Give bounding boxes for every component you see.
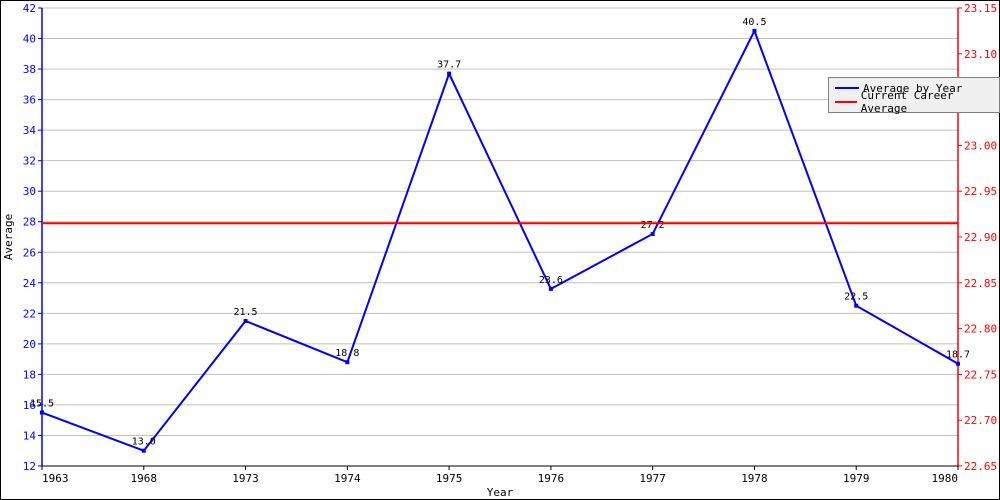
svg-text:1979: 1979 — [843, 472, 870, 485]
svg-text:22.95: 22.95 — [964, 185, 997, 198]
svg-text:24: 24 — [23, 277, 37, 290]
svg-text:18.8: 18.8 — [335, 348, 359, 359]
svg-text:22: 22 — [23, 307, 36, 320]
svg-text:22.90: 22.90 — [964, 231, 997, 244]
chart-container: 1214161820222426283032343638404222.6522.… — [0, 0, 1000, 500]
svg-text:14: 14 — [23, 429, 37, 442]
svg-text:21.5: 21.5 — [234, 307, 258, 318]
svg-text:20: 20 — [23, 338, 36, 351]
svg-text:40.5: 40.5 — [742, 17, 766, 28]
svg-text:22.5: 22.5 — [844, 292, 868, 303]
svg-text:Year: Year — [487, 486, 514, 499]
svg-text:34: 34 — [23, 124, 37, 137]
line-chart: 1214161820222426283032343638404222.6522.… — [0, 0, 1000, 500]
svg-text:23.15: 23.15 — [964, 2, 997, 15]
svg-text:18.7: 18.7 — [946, 350, 970, 361]
svg-text:1976: 1976 — [538, 472, 565, 485]
svg-text:28: 28 — [23, 216, 36, 229]
svg-text:23.00: 23.00 — [964, 139, 997, 152]
svg-text:36: 36 — [23, 94, 36, 107]
svg-text:37.7: 37.7 — [437, 60, 461, 71]
svg-text:23.6: 23.6 — [539, 275, 563, 286]
svg-text:40: 40 — [23, 33, 36, 46]
svg-text:30: 30 — [23, 185, 36, 198]
svg-text:1968: 1968 — [131, 472, 158, 485]
svg-text:22.80: 22.80 — [964, 323, 997, 336]
svg-text:1974: 1974 — [334, 472, 361, 485]
legend-color-swatch — [835, 101, 857, 103]
svg-text:1977: 1977 — [639, 472, 666, 485]
svg-text:23.10: 23.10 — [964, 48, 997, 61]
svg-text:1963: 1963 — [42, 472, 69, 485]
svg-text:Average: Average — [2, 214, 15, 260]
svg-text:1978: 1978 — [741, 472, 768, 485]
svg-text:26: 26 — [23, 246, 36, 259]
svg-text:1980: 1980 — [932, 472, 959, 485]
legend-color-swatch — [835, 87, 859, 89]
svg-text:27.2: 27.2 — [641, 220, 665, 231]
svg-text:15.5: 15.5 — [30, 399, 54, 410]
svg-text:22.85: 22.85 — [964, 277, 997, 290]
legend: Average by YearCurrent Career Average — [828, 77, 1000, 113]
svg-text:32: 32 — [23, 155, 36, 168]
svg-text:42: 42 — [23, 2, 36, 15]
svg-text:1975: 1975 — [436, 472, 463, 485]
svg-text:22.70: 22.70 — [964, 414, 997, 427]
svg-text:22.75: 22.75 — [964, 368, 997, 381]
legend-label: Current Career Average — [861, 89, 993, 115]
svg-text:18: 18 — [23, 368, 36, 381]
svg-text:13.0: 13.0 — [132, 437, 156, 448]
legend-item: Current Career Average — [835, 95, 993, 109]
svg-text:22.65: 22.65 — [964, 460, 997, 473]
svg-text:38: 38 — [23, 63, 36, 76]
svg-text:12: 12 — [23, 460, 36, 473]
svg-text:1973: 1973 — [232, 472, 259, 485]
